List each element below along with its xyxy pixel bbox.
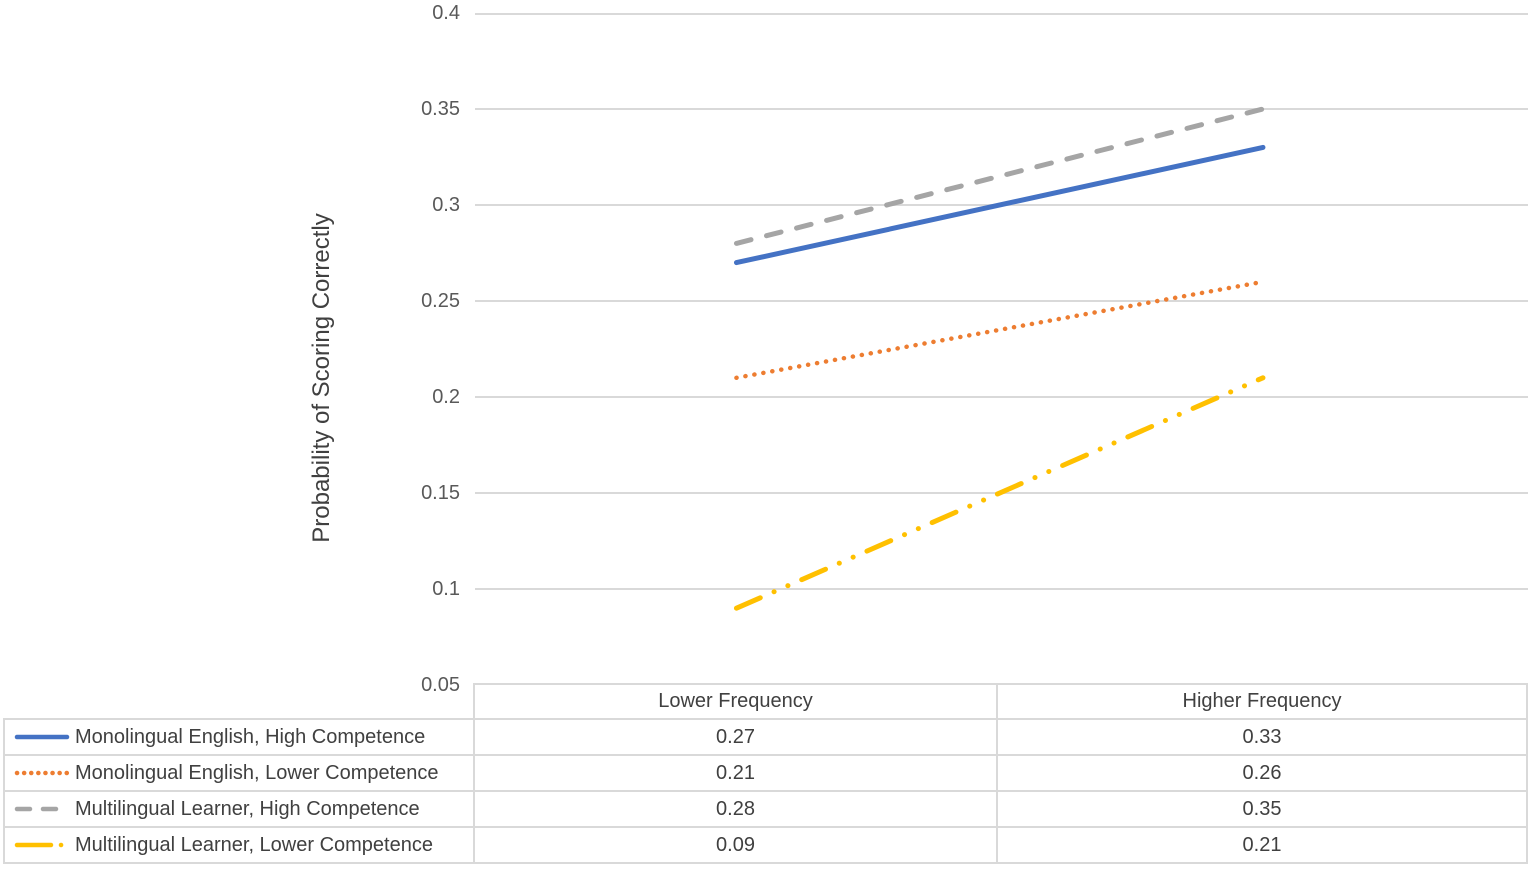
legend-row-label: Monolingual English, Lower Competence xyxy=(3,756,475,792)
table-value: 0.28 xyxy=(475,792,998,828)
y-tick-label: 0.3 xyxy=(432,194,460,216)
series-name: Multilingual Learner, Lower Competence xyxy=(75,833,433,856)
data-table-corner-cell xyxy=(3,683,475,720)
series-lines xyxy=(475,13,1528,685)
table-value: 0.35 xyxy=(998,792,1528,828)
legend-line-key-icon xyxy=(14,804,70,814)
legend-row-label: Multilingual Learner, Lower Competence xyxy=(3,828,475,864)
y-tick-label: 0.05 xyxy=(421,674,460,696)
table-value: 0.21 xyxy=(998,828,1528,864)
plot-area xyxy=(475,13,1528,685)
y-tick-label: 0.25 xyxy=(421,290,460,312)
series-name: Monolingual English, High Competence xyxy=(75,725,426,748)
table-value: 0.33 xyxy=(998,720,1528,756)
column-header-higher-frequency: Higher Frequency xyxy=(998,683,1528,720)
series-name: Monolingual English, Lower Competence xyxy=(75,761,439,784)
legend-row-label: Monolingual English, High Competence xyxy=(3,720,475,756)
y-tick-label: 0.4 xyxy=(432,2,460,24)
legend-line-key-icon xyxy=(14,732,70,742)
data-table: Lower Frequency Higher Frequency Monolin… xyxy=(3,683,1528,864)
legend-line-key-icon xyxy=(14,840,70,850)
table-value: 0.27 xyxy=(475,720,998,756)
y-tick-label: 0.35 xyxy=(421,98,460,120)
table-value: 0.21 xyxy=(475,756,998,792)
column-header-lower-frequency: Lower Frequency xyxy=(475,683,998,720)
y-tick-label: 0.2 xyxy=(432,386,460,408)
y-tick-label: 0.15 xyxy=(421,482,460,504)
table-value: 0.26 xyxy=(998,756,1528,792)
legend-row-label: Multilingual Learner, High Competence xyxy=(3,792,475,828)
y-tick-label: 0.1 xyxy=(432,578,460,600)
legend-line-key-icon xyxy=(14,768,70,778)
series-name: Multilingual Learner, High Competence xyxy=(75,797,420,820)
y-axis-title: Probability of Scoring Correctly xyxy=(308,213,335,543)
table-value: 0.09 xyxy=(475,828,998,864)
